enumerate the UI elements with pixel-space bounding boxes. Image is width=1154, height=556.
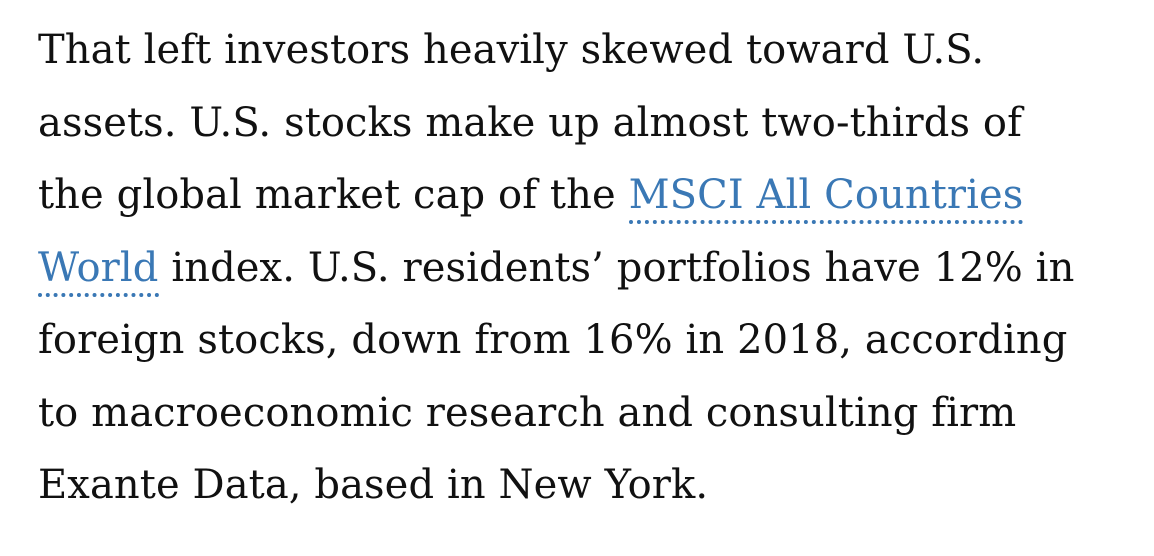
- paragraph-line-6: to macroeconomic research and consulting…: [38, 389, 1017, 436]
- paragraph-line-5: foreign stocks, down from 16% in 2018, a…: [38, 317, 1068, 363]
- paragraph-line-2: assets. U.S. stocks make up almost two-t…: [38, 99, 1022, 146]
- msci-index-link-continued[interactable]: World: [38, 244, 159, 297]
- paragraph-text: index. U.S. residents’ portfolios have 1…: [158, 244, 1075, 291]
- paragraph-text: the global market cap of the: [38, 172, 629, 218]
- msci-index-link[interactable]: MSCI All Countries: [628, 172, 1024, 224]
- paragraph-line-4: World index. U.S. residents’ portfolios …: [38, 232, 1138, 305]
- paragraph-line-1: That left investors heavily skewed towar…: [38, 27, 985, 73]
- paragraph-line-7: Exante Data, based in New York.: [38, 462, 709, 508]
- paragraph-line-3: the global market cap of the MSCI All Co…: [38, 159, 1138, 232]
- article-paragraph: That left investors heavily skewed towar…: [38, 14, 1138, 522]
